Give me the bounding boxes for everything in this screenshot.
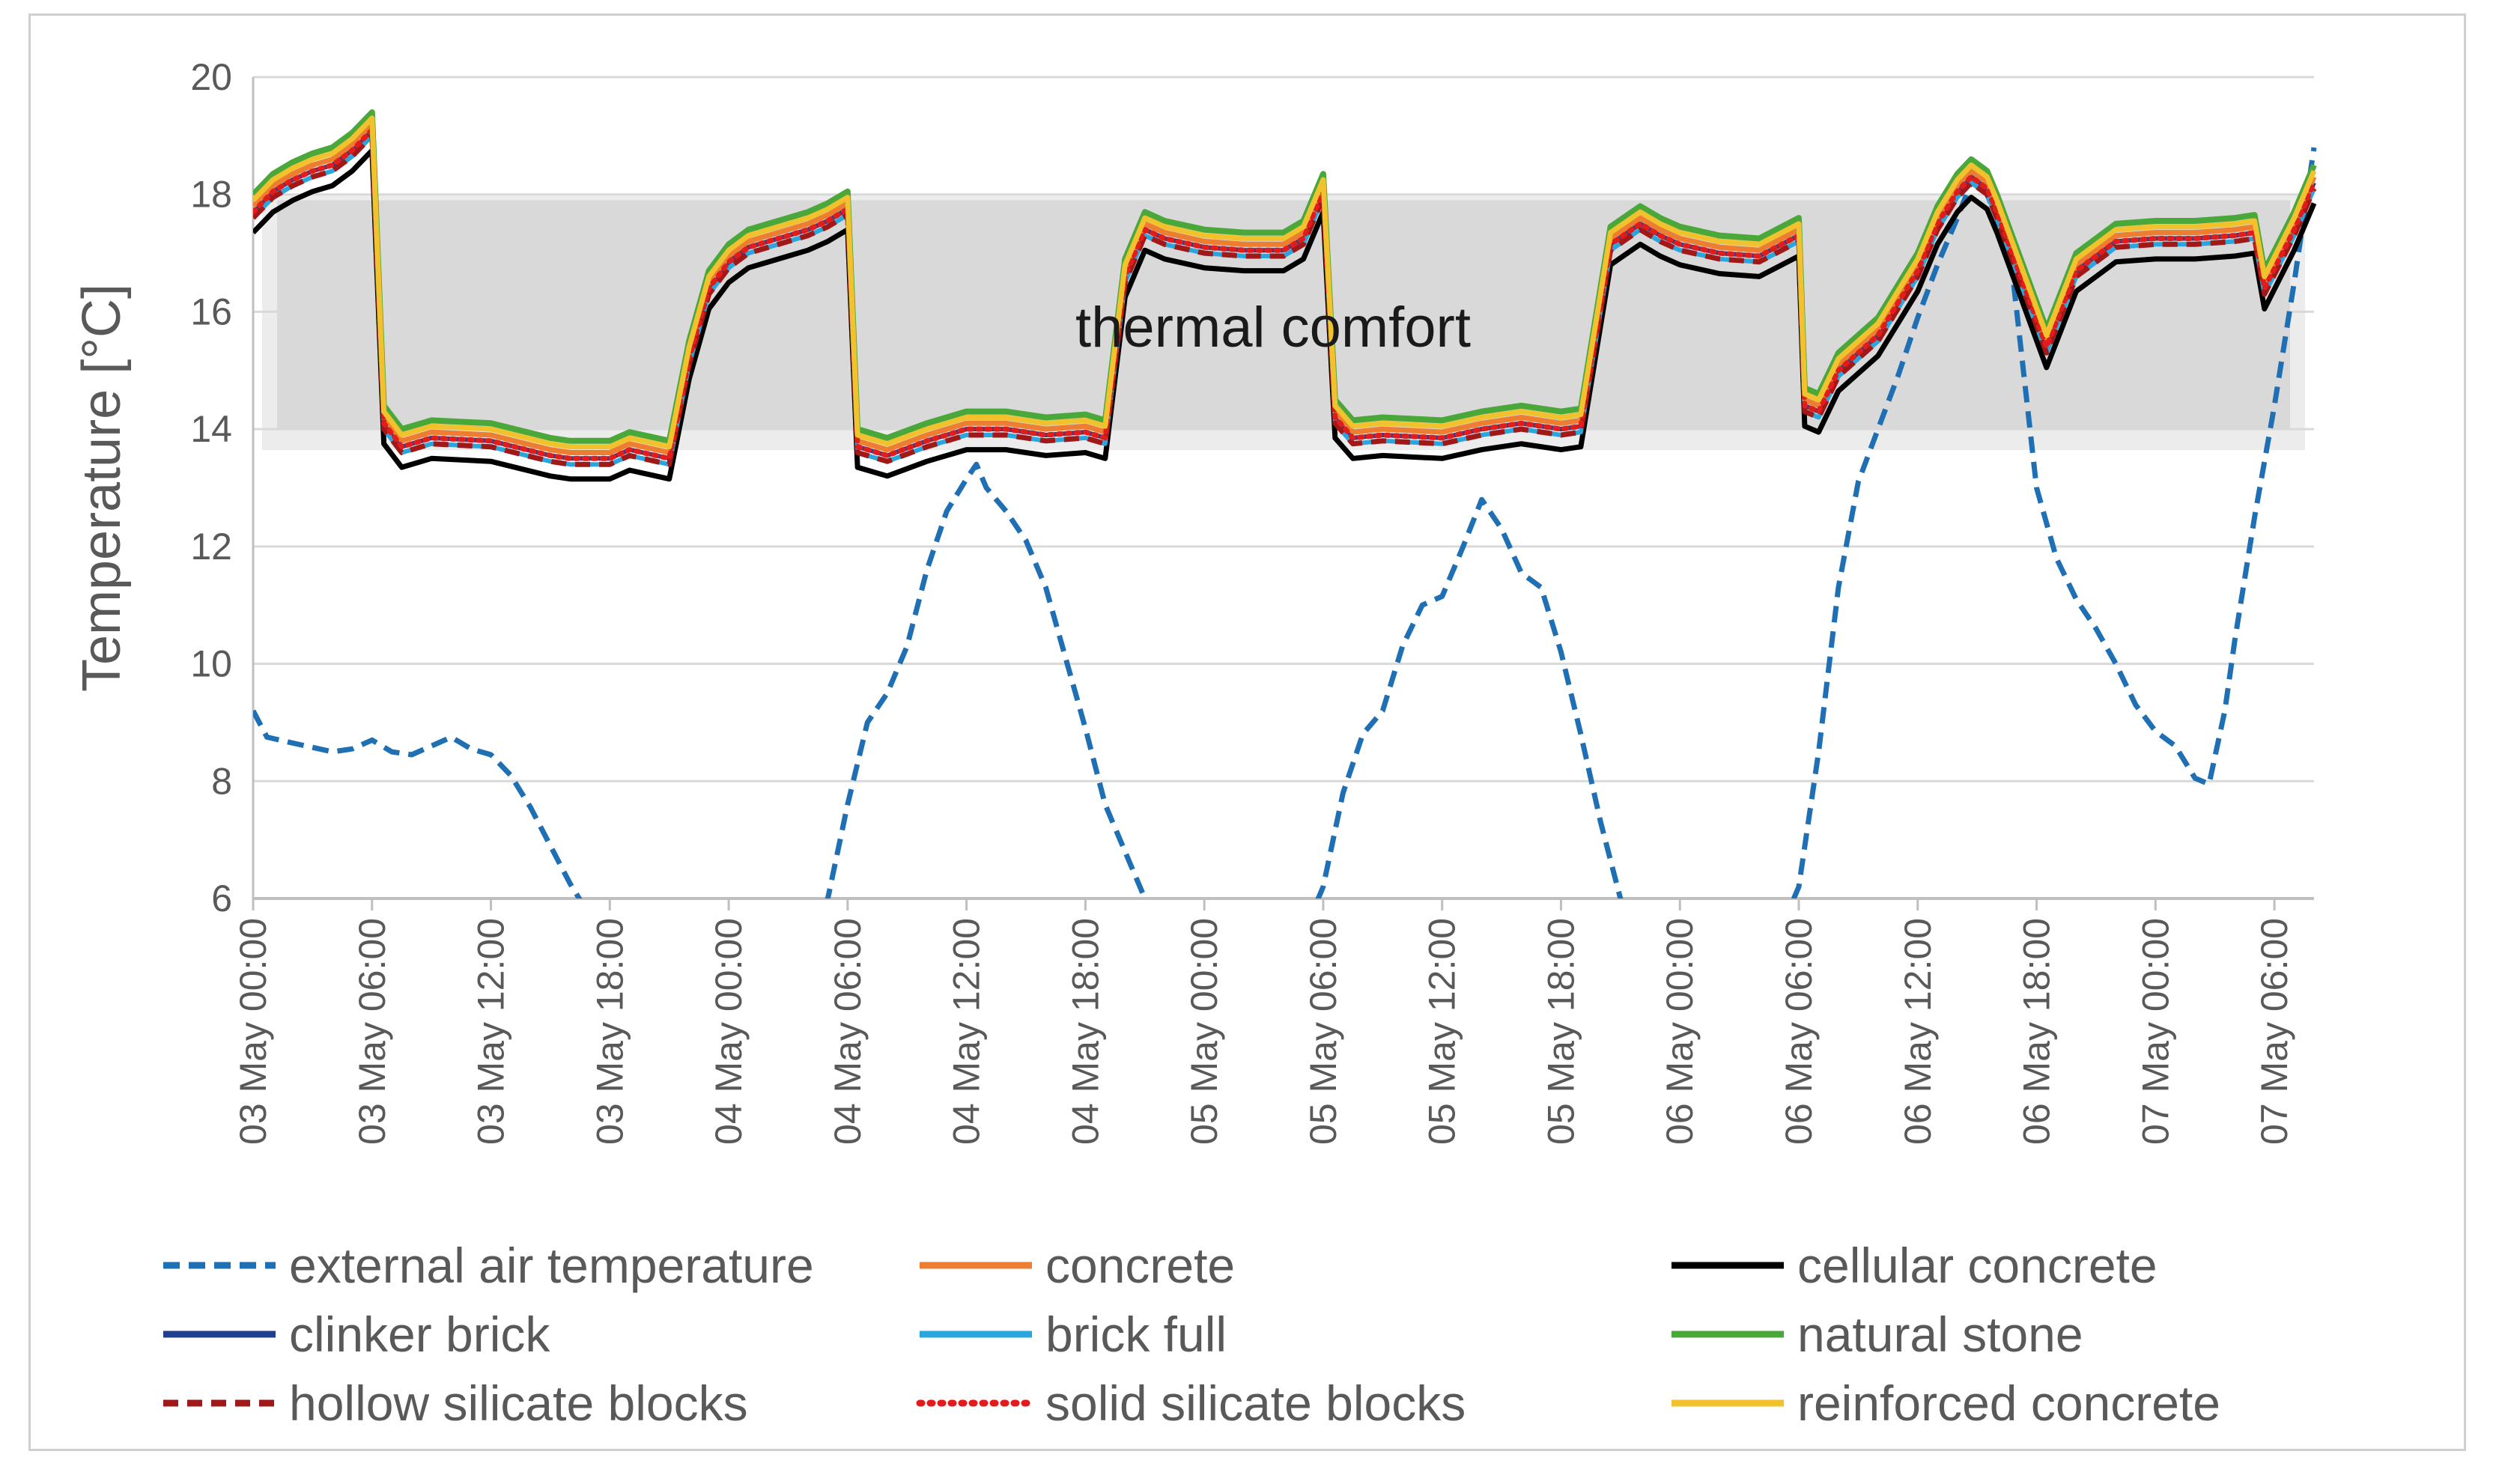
x-tick-label: 05 May 12:00 [1421,918,1463,1145]
legend-label: cellular concrete [1797,1238,2158,1293]
x-tick-label: 05 May 18:00 [1540,918,1582,1145]
y-tick-label: 10 [190,643,232,685]
x-tick-label: 03 May 06:00 [351,918,393,1145]
y-tick-label: 20 [190,56,232,98]
x-tick-label: 06 May 18:00 [2016,918,2058,1145]
legend-label: clinker brick [289,1307,550,1362]
x-tick-label: 04 May 18:00 [1064,918,1106,1145]
legend-item: cellular concrete [1671,1238,2158,1293]
x-tick-label: 05 May 06:00 [1302,918,1344,1145]
x-tick-label: 03 May 12:00 [470,918,512,1145]
legend-label: natural stone [1797,1307,2083,1362]
series-line-hollow-silicate-blocks [253,133,2317,467]
legend-label: hollow silicate blocks [289,1375,748,1431]
y-tick-label: 18 [190,174,232,216]
x-tick-label: 04 May 12:00 [946,918,988,1145]
legend-label: external air temperature [289,1238,814,1293]
series-line-cellular-concrete [253,148,2317,482]
legend: external air temperature concrete cellular… [163,1238,2220,1431]
series-line-solid-silicate-blocks [253,127,2317,461]
legend-label: concrete [1045,1238,1235,1293]
x-tick-label: 04 May 00:00 [708,918,750,1145]
x-tick-label: 07 May 00:00 [2134,918,2176,1145]
x-tick-label: 05 May 00:00 [1183,918,1225,1145]
x-tick-label: 06 May 06:00 [1778,918,1820,1145]
x-tick-label: 03 May 18:00 [589,918,631,1145]
series-line-concrete [253,121,2317,455]
x-tick-label: 04 May 06:00 [827,918,869,1145]
series-line-reinforced-concrete [253,115,2317,450]
x-tick-label: 03 May 00:00 [232,918,274,1145]
y-axis-title: Temperature [°C] [72,284,132,692]
legend-item: external air temperature [163,1238,814,1293]
x-tick-labels: 03 May 00:00 03 May 06:00 03 May 12:00 03 M… [232,918,2295,1145]
legend-item: brick full [920,1307,1227,1362]
legend-label: reinforced concrete [1797,1375,2220,1431]
series-line-external-air-temperature [253,147,2317,898]
y-tick-label: 16 [190,291,232,332]
x-tick-label: 06 May 00:00 [1659,918,1701,1145]
legend-item: solid silicate blocks [916,1375,1466,1431]
x-tick-label: 07 May 06:00 [2253,918,2295,1145]
y-tick-label: 14 [190,408,232,450]
grid-layer [252,76,2314,910]
legend-item: natural stone [1671,1307,2083,1362]
legend-label: brick full [1045,1307,1227,1362]
legend-item: hollow silicate blocks [163,1375,748,1431]
thermal-comfort-label: thermal comfort [1075,296,1471,359]
y-tick-label: 8 [211,760,232,802]
y-tick-label: 6 [211,878,232,919]
legend-item: clinker brick [163,1307,550,1362]
legend-item: reinforced concrete [1671,1375,2220,1431]
series-layer [253,109,2317,898]
y-tick-label: 12 [190,526,232,568]
legend-item: concrete [920,1238,1235,1293]
y-tick-labels: 6 8 10 12 14 16 18 20 [190,56,232,919]
legend-label: solid silicate blocks [1045,1375,1466,1431]
x-tick-label: 06 May 12:00 [1897,918,1939,1145]
series-line-natural-stone [253,109,2317,444]
